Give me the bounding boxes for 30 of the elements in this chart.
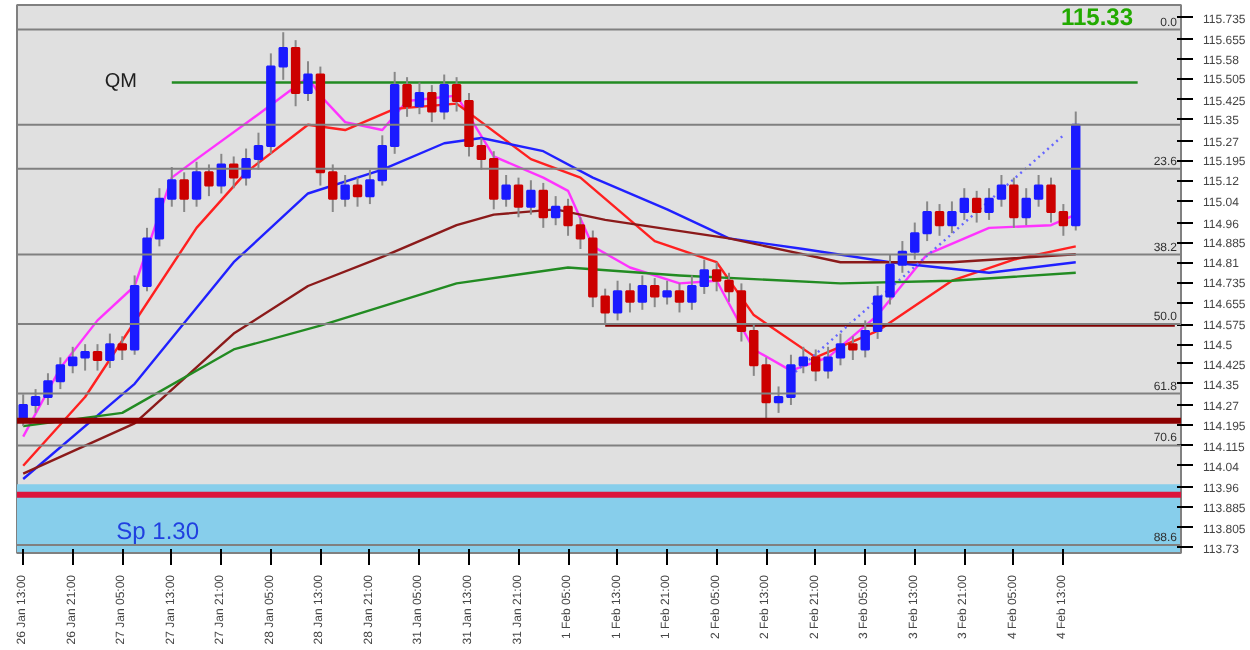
candlestick xyxy=(538,181,548,229)
candlestick xyxy=(340,173,350,208)
candlestick xyxy=(92,343,103,372)
candlestick xyxy=(117,335,127,362)
candlestick xyxy=(971,189,982,224)
candlestick xyxy=(934,203,945,237)
line-series xyxy=(21,208,1077,475)
candlestick xyxy=(625,282,635,314)
candlestick xyxy=(303,60,313,102)
candlestick xyxy=(290,39,301,108)
candlestick xyxy=(662,279,672,306)
candlestick xyxy=(352,176,363,208)
candlestick xyxy=(674,282,685,314)
annotation: QM xyxy=(104,70,137,93)
candlestick xyxy=(402,76,412,118)
annotation: 115.33 xyxy=(1060,3,1134,31)
candlestick xyxy=(810,348,821,383)
candlestick xyxy=(526,179,536,216)
candlestick xyxy=(848,335,858,362)
line-series xyxy=(21,266,1077,428)
candlestick xyxy=(105,332,115,369)
candlestick xyxy=(637,274,648,311)
candlestick xyxy=(1009,176,1019,229)
candlestick xyxy=(550,195,561,227)
candlestick xyxy=(650,277,660,309)
candlestick xyxy=(501,173,511,208)
candlestick xyxy=(439,73,449,121)
candlestick xyxy=(513,176,524,219)
candlestick xyxy=(414,81,425,116)
band-label: Sp 1.30 xyxy=(116,516,200,545)
